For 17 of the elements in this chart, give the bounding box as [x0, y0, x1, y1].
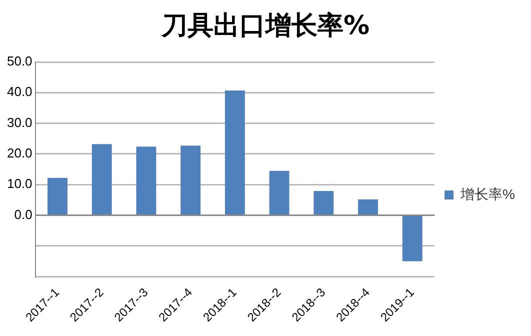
bar [269, 170, 290, 215]
bar [358, 199, 378, 215]
bar [92, 144, 112, 215]
bar [136, 146, 156, 215]
bar [314, 191, 334, 215]
y-tick-label: 40.0 [6, 84, 32, 100]
chart-title: 刀具出口增长率% [160, 10, 371, 43]
bar [180, 146, 201, 215]
bar [224, 90, 245, 215]
y-tick-label: 0.0 [14, 206, 32, 222]
legend-label: 增长率% [460, 186, 516, 202]
bar [48, 178, 68, 215]
y-tick-label: 50.0 [6, 54, 32, 69]
y-tick-label: 20.0 [6, 146, 32, 161]
bar [402, 216, 422, 262]
y-tick-label: 30.0 [6, 114, 32, 130]
y-tick-label: 10.0 [6, 176, 32, 192]
